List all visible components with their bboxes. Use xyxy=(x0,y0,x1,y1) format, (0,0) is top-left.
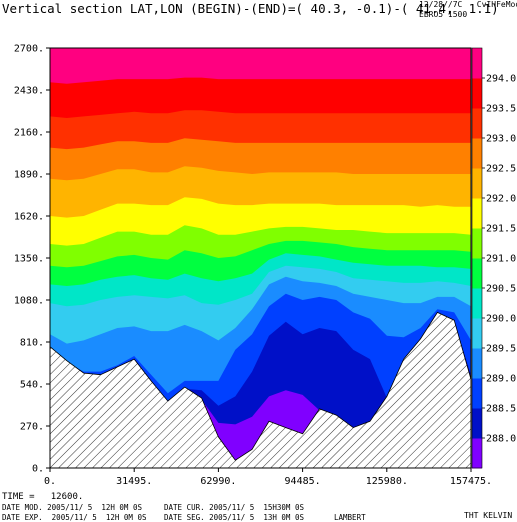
colorbar-segment xyxy=(472,438,482,469)
isentrope-band-294 xyxy=(50,48,471,84)
colorbar-tick-label: 289.5 xyxy=(486,344,516,355)
run-code-line-2: EBRO5 1500 xyxy=(419,10,468,19)
colorbar-segment xyxy=(472,138,482,169)
run-code-line-1: 12/28//7C CvIHFeMoo xyxy=(419,0,517,9)
colorbar-tick-label: 294.0 xyxy=(486,74,516,85)
colorbar-tick-label: 290.5 xyxy=(486,284,516,295)
x-axis: 0. 31495. 62990. 94485. 125980. 157475. xyxy=(44,468,492,487)
colorbar-tick-label: 291.5 xyxy=(486,224,516,235)
y-tick-label: 270. xyxy=(20,422,44,433)
y-tick-label: 810. xyxy=(20,338,44,349)
y-tick-label: 2160. xyxy=(14,128,44,139)
colorbar-segment xyxy=(472,288,482,319)
colorbar-tick-label: 292.0 xyxy=(486,194,516,205)
colorbar-tick-label: 291.0 xyxy=(486,254,516,265)
colorbar-segment xyxy=(472,48,482,79)
projection-label: LAMBERT xyxy=(334,513,366,522)
units-label: THT KELVIN xyxy=(464,511,513,520)
y-axis: 0. 270. 540. 810. 1080. 1350. 1620. 1890. 2160. 2… xyxy=(14,44,50,475)
y-tick-label: 2700. xyxy=(14,44,44,55)
y-tick-label: 1080. xyxy=(14,296,44,307)
x-tick-label: 157475. xyxy=(450,476,492,487)
x-tick-label: 62990. xyxy=(200,476,236,487)
y-tick-label: 1350. xyxy=(14,254,44,265)
colorbar-segment xyxy=(472,78,482,109)
colorbar-segment xyxy=(472,378,482,409)
x-tick-label: 31495. xyxy=(116,476,152,487)
y-tick-label: 1620. xyxy=(14,212,44,223)
colorbar-tick-label: 292.5 xyxy=(486,164,516,175)
colorbar-tick-label: 288.0 xyxy=(486,434,516,445)
x-tick-label: 125980. xyxy=(366,476,408,487)
x-tick-label: 0. xyxy=(44,476,56,487)
y-tick-label: 0. xyxy=(32,464,44,475)
date-mod-label: DATE MOD. 2005/11/ 5 12H 0M 0S xyxy=(2,503,142,512)
colorbar-segment xyxy=(472,408,482,439)
colorbar-tick-label: 293.0 xyxy=(486,134,516,145)
y-tick-label: 540. xyxy=(20,380,44,391)
y-tick-label: 2430. xyxy=(14,86,44,97)
colorbar-segment xyxy=(472,108,482,139)
colorbar-segment xyxy=(472,318,482,349)
colorbar-tick-label: 289.0 xyxy=(486,374,516,385)
date-seg-label: DATE SEG. 2005/11/ 5 13H 0M 0S xyxy=(164,513,304,522)
date-cur-label: DATE CUR. 2005/11/ 5 15H30M 0S xyxy=(164,503,304,512)
date-exp-label: DATE EXP. 2005/11/ 5 12H 0M 0S xyxy=(2,513,147,522)
colorbar: 288.0 288.5 289.0 289.5 290.0 290.5 291.0 291.5… xyxy=(471,47,516,469)
x-tick-label: 94485. xyxy=(285,476,321,487)
y-tick-label: 1890. xyxy=(14,170,44,181)
colorbar-tick-label: 290.0 xyxy=(486,314,516,325)
colorbar-tick-label: 293.5 xyxy=(486,104,516,115)
chart-title: Vertical section LAT,LON (BEGIN)-(END)=(… xyxy=(2,1,499,16)
colorbar-segment xyxy=(472,168,482,199)
time-label: TIME = 12600. xyxy=(2,492,84,502)
colorbar-segment xyxy=(472,348,482,379)
colorbar-segment xyxy=(472,198,482,229)
colorbar-segment xyxy=(472,228,482,259)
colorbar-tick-label: 288.5 xyxy=(486,404,516,415)
terrain-hatch xyxy=(49,311,472,469)
colorbar-segment xyxy=(472,258,482,289)
